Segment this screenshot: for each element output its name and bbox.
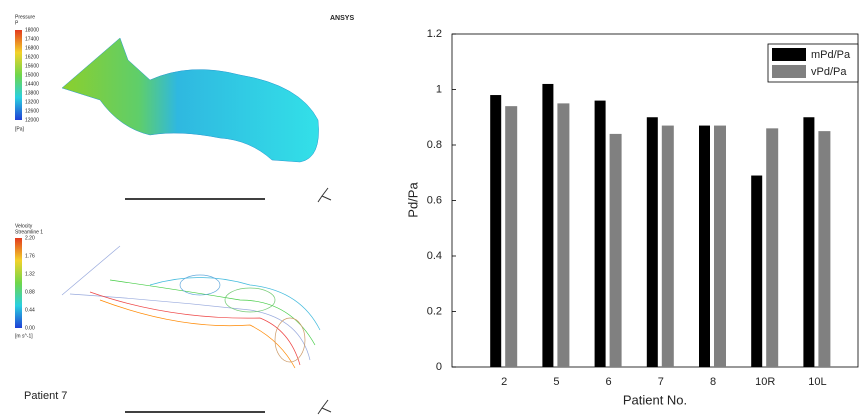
legend-label: vPd/Pa: [811, 66, 847, 78]
bar: [557, 103, 569, 367]
legend-unit: [m s^-1]: [15, 333, 33, 339]
colorbar-label: 16800: [25, 45, 39, 51]
x-tick-label: 10L: [808, 376, 826, 388]
page: Pressure P 18000174001680016200156001500…: [0, 0, 861, 416]
y-tick-label: 0.8: [427, 139, 442, 151]
x-tick-label: 6: [606, 376, 612, 388]
y-tick-label: 0.6: [427, 194, 442, 206]
axes-triad: [318, 188, 331, 202]
colorbar-label: 13200: [25, 99, 39, 105]
bar: [542, 84, 553, 367]
streamlines: [62, 246, 320, 368]
bar: [610, 134, 622, 367]
legend-variable: P: [15, 20, 19, 26]
pressure-panel: Pressure P 18000174001680016200156001500…: [15, 14, 354, 202]
y-tick-label: 0.2: [427, 305, 442, 317]
axes-triad: [318, 400, 331, 414]
bar: [647, 117, 658, 367]
bar: [766, 128, 778, 367]
bar: [751, 176, 762, 367]
colorbar: [15, 238, 22, 328]
bar: [662, 126, 674, 367]
legend-label: mPd/Pa: [811, 49, 851, 61]
y-tick-label: 0.4: [427, 250, 442, 262]
caption: Patient 7: [24, 390, 67, 402]
y-tick-label: 1: [436, 83, 442, 95]
x-tick-label: 5: [553, 376, 559, 388]
colorbar-label: 0.00: [25, 325, 35, 331]
bar: [505, 106, 517, 367]
legend-swatch: [772, 65, 806, 78]
colorbar: [15, 30, 22, 120]
pressure-vessel: [62, 38, 319, 162]
colorbar-label: 17400: [25, 36, 39, 42]
y-tick-label: 1.2: [427, 28, 442, 40]
x-tick-label: 10R: [755, 376, 775, 388]
bar: [595, 101, 606, 367]
colorbar-label: 16200: [25, 54, 39, 60]
legend-swatch: [772, 48, 806, 61]
legend-unit: [Pa]: [15, 126, 25, 132]
colorbar-label: 15600: [25, 63, 39, 69]
bar: [699, 126, 710, 367]
colorbar-label: 1.76: [25, 253, 35, 259]
colorbar-label: 1.32: [25, 271, 35, 277]
colorbar-label: 0.44: [25, 307, 35, 313]
figure: Pressure P 18000174001680016200156001500…: [0, 0, 861, 416]
x-axis-label: Patient No.: [623, 392, 687, 407]
colorbar-label: 18000: [25, 27, 39, 33]
colorbar-label: 0.88: [25, 289, 35, 295]
bar: [714, 126, 726, 367]
bar-chart: Pd/Pa Patient No. 0 0.2 0.4 0.6 0.8 1 1.2 2 5 6 7 8…: [405, 28, 858, 408]
x-tick-label: 8: [710, 376, 716, 388]
bar: [490, 95, 501, 367]
bar: [818, 131, 830, 367]
y-axis-label: Pd/Pa: [405, 182, 420, 218]
x-tick-label: 7: [658, 376, 664, 388]
brand: ANSYS: [330, 15, 354, 22]
colorbar-label: 12000: [25, 117, 39, 123]
colorbar-label: 15000: [25, 72, 39, 78]
y-tick-label: 0: [436, 361, 442, 373]
colorbar-label: 13800: [25, 90, 39, 96]
colorbar-label: 12600: [25, 108, 39, 114]
colorbar-label: 2.20: [25, 235, 35, 241]
velocity-panel: Velocity Streamline 1 2.201.761.320.880.…: [15, 223, 331, 414]
bar: [803, 117, 814, 367]
x-tick-label: 2: [501, 376, 507, 388]
colorbar-label: 14400: [25, 81, 39, 87]
